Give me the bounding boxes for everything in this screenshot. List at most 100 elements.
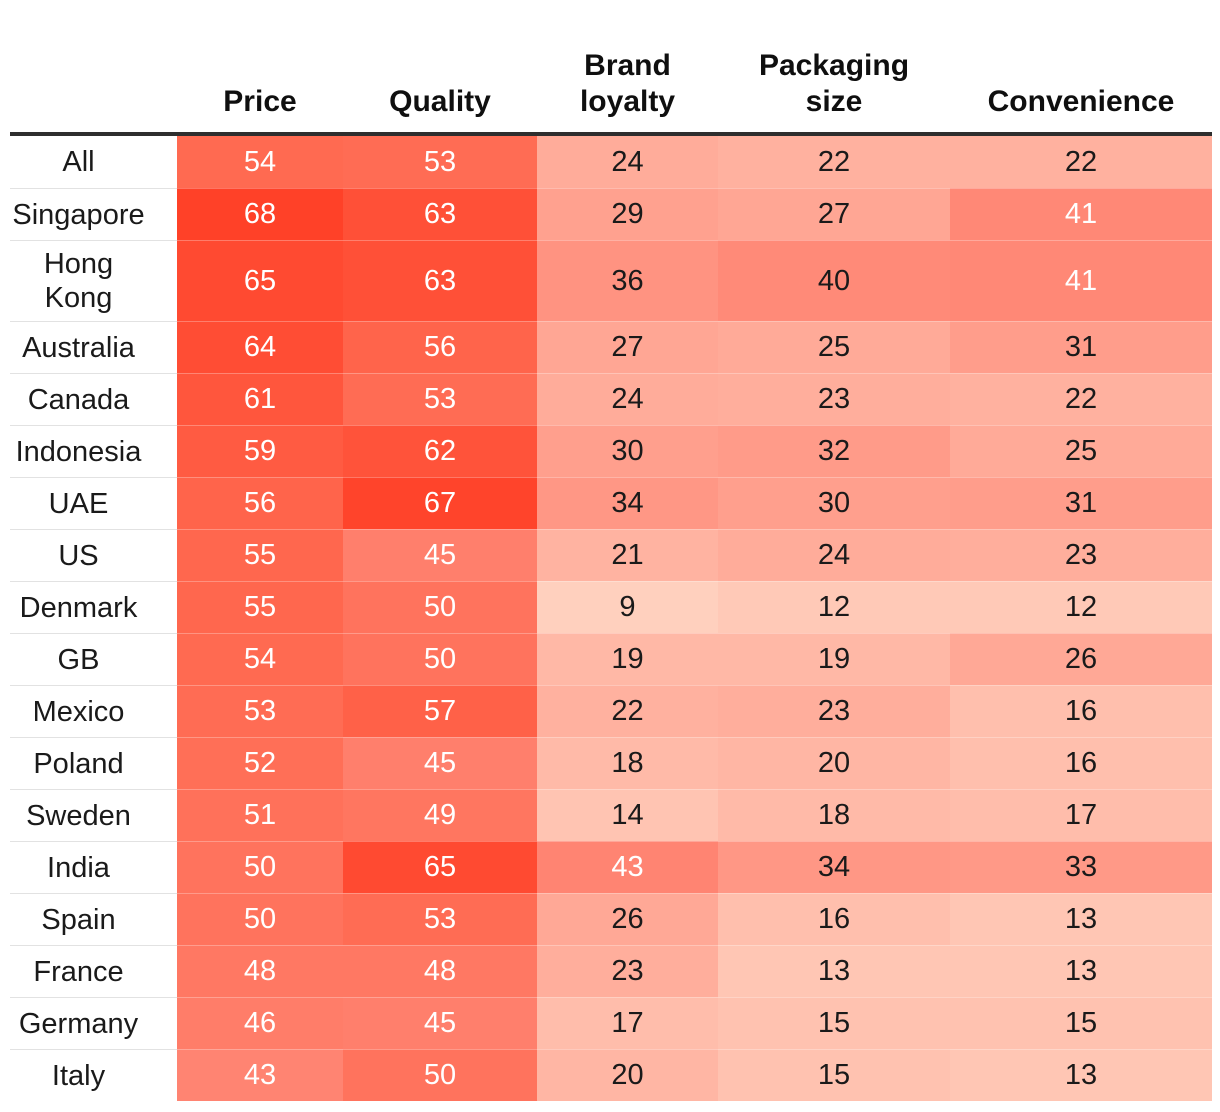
heatmap-cell: 17 bbox=[537, 997, 718, 1049]
cell-value: 12 bbox=[817, 591, 851, 623]
cell-value: 53 bbox=[243, 695, 277, 727]
cell-value: 16 bbox=[1064, 747, 1098, 779]
cell-value: 54 bbox=[243, 643, 277, 675]
table-row: Singapore 68 63 29 27 41 bbox=[10, 188, 1212, 240]
cell-value: 23 bbox=[1064, 539, 1098, 571]
cell-value: 25 bbox=[817, 331, 851, 363]
cell-value: 34 bbox=[611, 487, 644, 519]
heatmap-cell: 48 bbox=[343, 945, 537, 997]
cell-value: 13 bbox=[1064, 955, 1098, 987]
heatmap-cell: 27 bbox=[718, 188, 950, 240]
row-label-cell: GB bbox=[10, 633, 177, 685]
heatmap-cell: 24 bbox=[718, 529, 950, 581]
heatmap-cell: 13 bbox=[950, 1049, 1212, 1101]
heatmap-cell: 56 bbox=[343, 321, 537, 373]
heatmap-cell: 49 bbox=[343, 789, 537, 841]
table-row: Spain 50 53 26 16 13 bbox=[10, 893, 1212, 945]
cell-value: 53 bbox=[423, 146, 457, 178]
row-label: Hong Kong bbox=[43, 248, 114, 314]
heatmap-cell: 26 bbox=[537, 893, 718, 945]
table-row: Poland 52 45 18 20 16 bbox=[10, 737, 1212, 789]
cell-value: 13 bbox=[817, 955, 851, 987]
heatmap-cell: 50 bbox=[177, 893, 343, 945]
cell-value: 41 bbox=[1064, 264, 1098, 297]
cell-value: 64 bbox=[243, 331, 277, 363]
cell-value: 13 bbox=[1064, 1059, 1098, 1091]
heatmap-cell: 53 bbox=[177, 685, 343, 737]
heatmap-cell: 22 bbox=[537, 685, 718, 737]
table-row: France 48 48 23 13 13 bbox=[10, 945, 1212, 997]
table-row: Denmark 55 50 9 12 12 bbox=[10, 581, 1212, 633]
heatmap-cell: 20 bbox=[718, 737, 950, 789]
cell-value: 21 bbox=[611, 539, 644, 571]
cell-value: 23 bbox=[611, 955, 644, 987]
cell-value: 30 bbox=[817, 487, 851, 519]
cell-value: 30 bbox=[611, 435, 644, 467]
cell-value: 26 bbox=[611, 903, 644, 935]
heatmap-cell: 23 bbox=[718, 685, 950, 737]
cell-value: 24 bbox=[611, 146, 644, 178]
cell-value: 43 bbox=[243, 1059, 277, 1091]
heatmap-cell: 53 bbox=[343, 136, 537, 188]
cell-value: 32 bbox=[817, 435, 851, 467]
row-label-cell: France bbox=[10, 945, 177, 997]
heatmap-cell: 16 bbox=[950, 737, 1212, 789]
row-label: UAE bbox=[48, 487, 109, 520]
row-label-cell: Canada bbox=[10, 373, 177, 425]
cell-value: 54 bbox=[243, 146, 277, 178]
heatmap-cell: 67 bbox=[343, 477, 537, 529]
cell-value: 45 bbox=[423, 1007, 457, 1039]
cell-value: 51 bbox=[243, 799, 277, 831]
row-label: Australia bbox=[22, 331, 135, 364]
row-label-cell: Sweden bbox=[10, 789, 177, 841]
row-label-cell: Australia bbox=[10, 321, 177, 373]
cell-value: 48 bbox=[423, 955, 457, 987]
row-label: Mexico bbox=[32, 695, 125, 728]
heatmap-cell: 41 bbox=[950, 188, 1212, 240]
heatmap-cell: 65 bbox=[177, 240, 343, 321]
heatmap-cell: 50 bbox=[177, 841, 343, 893]
cell-value: 59 bbox=[243, 435, 277, 467]
cell-value: 15 bbox=[817, 1059, 851, 1091]
heatmap-cell: 19 bbox=[537, 633, 718, 685]
heatmap-cell: 53 bbox=[343, 373, 537, 425]
cell-value: 68 bbox=[243, 198, 277, 230]
cell-value: 24 bbox=[611, 383, 644, 415]
cell-value: 63 bbox=[423, 198, 457, 230]
row-label: France bbox=[33, 955, 124, 988]
cell-value: 20 bbox=[817, 747, 851, 779]
table-row: Mexico 53 57 22 23 16 bbox=[10, 685, 1212, 737]
cell-value: 53 bbox=[423, 903, 457, 935]
heatmap-cell: 65 bbox=[343, 841, 537, 893]
heatmap-cell: 25 bbox=[950, 425, 1212, 477]
heatmap-cell: 45 bbox=[343, 737, 537, 789]
cell-value: 27 bbox=[817, 198, 851, 230]
heatmap-cell: 50 bbox=[343, 581, 537, 633]
heatmap-cell: 33 bbox=[950, 841, 1212, 893]
cell-value: 23 bbox=[817, 383, 851, 415]
heatmap-cell: 57 bbox=[343, 685, 537, 737]
row-label-cell: US bbox=[10, 529, 177, 581]
heatmap-cell: 9 bbox=[537, 581, 718, 633]
table-row: Canada 61 53 24 23 22 bbox=[10, 373, 1212, 425]
row-label: All bbox=[62, 146, 95, 178]
table-row: Italy 43 50 20 15 13 bbox=[10, 1049, 1212, 1101]
heatmap-cell: 48 bbox=[177, 945, 343, 997]
heatmap-cell: 30 bbox=[537, 425, 718, 477]
table-row: Hong Kong 65 63 36 40 41 bbox=[10, 240, 1212, 321]
cell-value: 61 bbox=[243, 383, 277, 415]
table-row: Indonesia 59 62 30 32 25 bbox=[10, 425, 1212, 477]
heatmap-cell: 12 bbox=[950, 581, 1212, 633]
heatmap-cell: 18 bbox=[718, 789, 950, 841]
cell-value: 46 bbox=[243, 1007, 277, 1039]
cell-value: 48 bbox=[243, 955, 277, 987]
heatmap-cell: 51 bbox=[177, 789, 343, 841]
row-label: Germany bbox=[18, 1007, 139, 1040]
cell-value: 43 bbox=[611, 851, 644, 883]
heatmap-cell: 53 bbox=[343, 893, 537, 945]
heatmap-cell: 15 bbox=[718, 1049, 950, 1101]
heatmap-cell: 34 bbox=[718, 841, 950, 893]
heatmap-cell: 22 bbox=[718, 136, 950, 188]
heatmap-cell: 61 bbox=[177, 373, 343, 425]
table-row: All 54 53 24 22 22 bbox=[10, 136, 1212, 188]
